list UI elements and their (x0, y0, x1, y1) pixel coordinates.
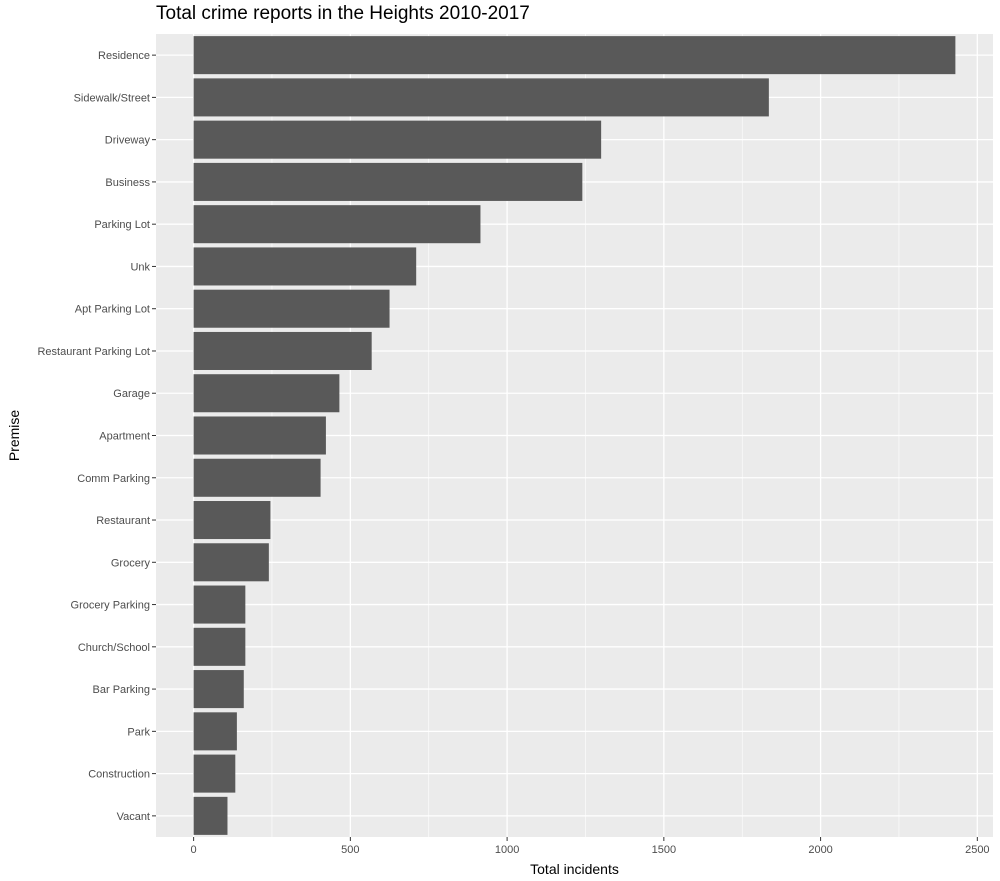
bar (193, 289, 390, 328)
y-tick-label: Grocery Parking (71, 600, 150, 612)
bar (193, 712, 237, 751)
bar (193, 796, 228, 835)
y-tick-label: Parking Lot (94, 219, 150, 231)
bar (193, 331, 372, 370)
chart-title: Total crime reports in the Heights 2010-… (156, 3, 530, 24)
bar (193, 78, 769, 117)
bar (193, 627, 246, 666)
y-tick-label: Grocery (111, 557, 151, 569)
x-tick-label: 1000 (495, 844, 519, 856)
bar (193, 501, 271, 540)
bar (193, 543, 269, 582)
bar (193, 374, 340, 413)
bar (193, 754, 236, 793)
bar (193, 120, 602, 159)
y-tick-label: Park (127, 726, 150, 738)
y-tick-label: Construction (88, 769, 150, 781)
y-tick-label: Business (105, 177, 150, 189)
y-tick-label: Bar Parking (93, 684, 150, 696)
bar (193, 247, 417, 286)
x-tick-label: 1500 (652, 844, 676, 856)
y-tick-label: Garage (113, 388, 150, 400)
y-tick-label: Vacant (117, 811, 150, 823)
y-axis-title: Premise (6, 410, 22, 462)
bar (193, 585, 246, 624)
x-axis-ticks: 0 500 1000 1500 2000 2500 (191, 837, 990, 856)
y-tick-label: Sidewalk/Street (74, 92, 150, 104)
y-axis-ticks: Residence Sidewalk/Street Driveway Business… (37, 50, 156, 823)
y-tick-label: Apt Parking Lot (75, 304, 150, 316)
bar (193, 36, 956, 75)
bar (193, 162, 583, 201)
y-tick-label: Unk (130, 261, 150, 273)
y-tick-label: Church/School (78, 642, 150, 654)
y-tick-label: Comm Parking (77, 473, 150, 485)
y-tick-label: Restaurant Parking Lot (37, 346, 150, 358)
bar (193, 416, 326, 455)
y-tick-label: Restaurant (96, 515, 150, 527)
x-tick-label: 0 (191, 844, 197, 856)
bar (193, 458, 321, 497)
x-tick-label: 2500 (965, 844, 989, 856)
x-tick-label: 500 (341, 844, 359, 856)
y-tick-label: Apartment (99, 431, 150, 443)
x-axis-title: Total incidents (530, 861, 619, 877)
bar (193, 670, 244, 709)
y-tick-label: Residence (98, 50, 150, 62)
bar (193, 205, 481, 244)
x-tick-label: 2000 (808, 844, 832, 856)
y-tick-label: Driveway (105, 135, 151, 147)
bars (193, 36, 956, 835)
